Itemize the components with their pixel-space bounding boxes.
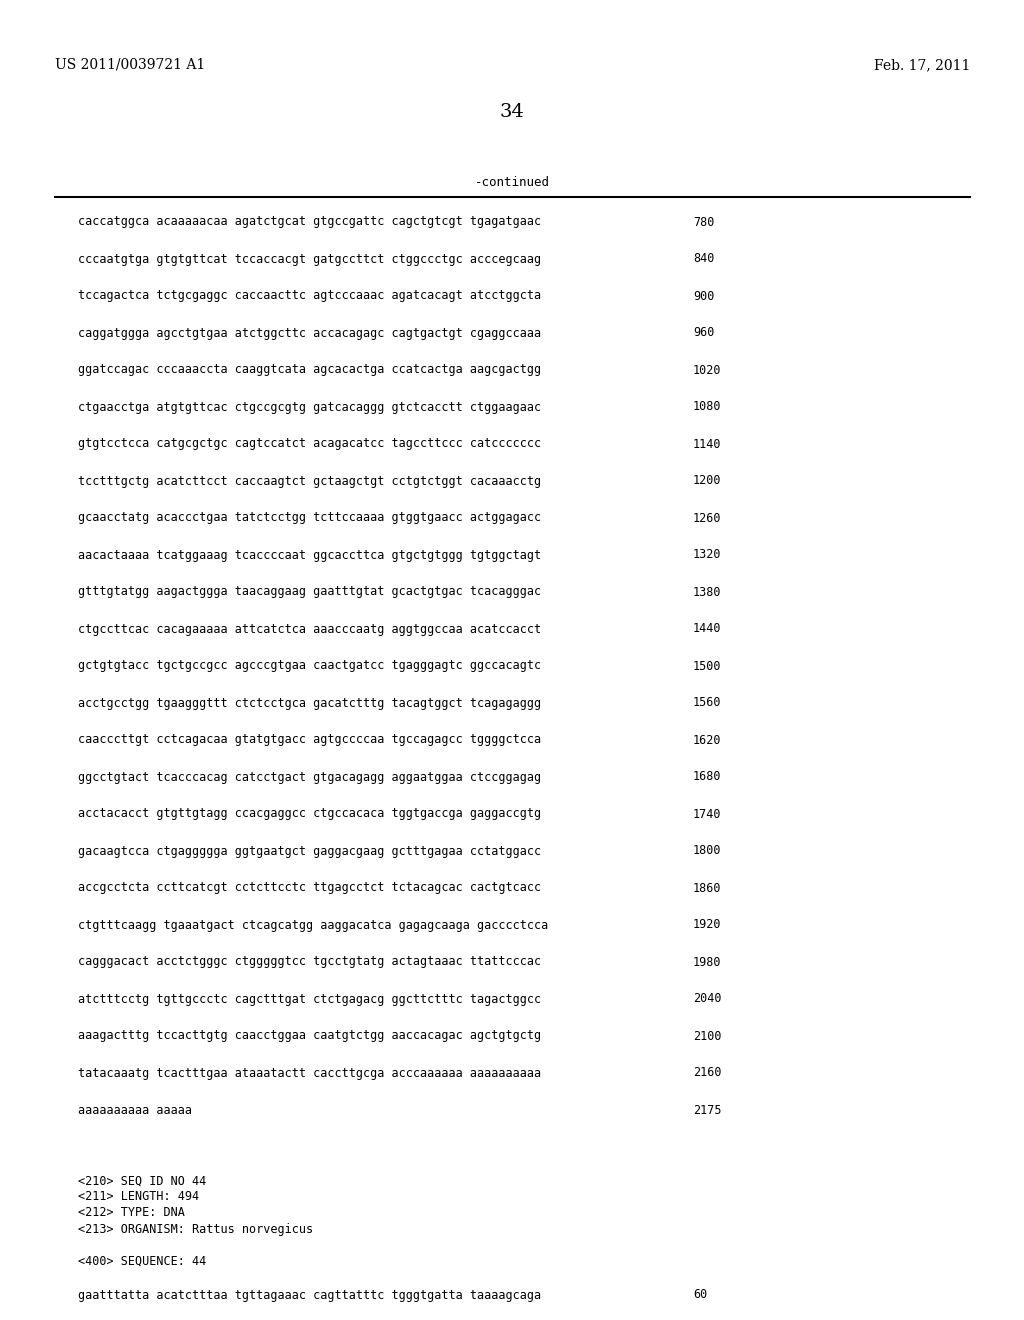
Text: 840: 840	[693, 252, 715, 265]
Text: Feb. 17, 2011: Feb. 17, 2011	[873, 58, 970, 73]
Text: 780: 780	[693, 215, 715, 228]
Text: ctgaacctga atgtgttcac ctgccgcgtg gatcacaggg gtctcacctt ctggaagaac: ctgaacctga atgtgttcac ctgccgcgtg gatcaca…	[78, 400, 541, 413]
Text: 1260: 1260	[693, 511, 722, 524]
Text: 2175: 2175	[693, 1104, 722, 1117]
Text: accgcctcta ccttcatcgt cctcttcctc ttgagcctct tctacagcac cactgtcacc: accgcctcta ccttcatcgt cctcttcctc ttgagcc…	[78, 882, 541, 895]
Text: 1560: 1560	[693, 697, 722, 710]
Text: acctacacct gtgttgtagg ccacgaggcc ctgccacaca tggtgaccga gaggaccgtg: acctacacct gtgttgtagg ccacgaggcc ctgccac…	[78, 808, 541, 821]
Text: 1380: 1380	[693, 586, 722, 598]
Text: caccatggca acaaaaacaa agatctgcat gtgccgattc cagctgtcgt tgagatgaac: caccatggca acaaaaacaa agatctgcat gtgccga…	[78, 215, 541, 228]
Text: 1740: 1740	[693, 808, 722, 821]
Text: 2100: 2100	[693, 1030, 722, 1043]
Text: atctttcctg tgttgccctc cagctttgat ctctgagacg ggcttctttc tagactggcc: atctttcctg tgttgccctc cagctttgat ctctgag…	[78, 993, 541, 1006]
Text: US 2011/0039721 A1: US 2011/0039721 A1	[55, 58, 205, 73]
Text: <213> ORGANISM: Rattus norvegicus: <213> ORGANISM: Rattus norvegicus	[78, 1222, 313, 1236]
Text: 2160: 2160	[693, 1067, 722, 1080]
Text: 1500: 1500	[693, 660, 722, 672]
Text: gtttgtatgg aagactggga taacaggaag gaatttgtat gcactgtgac tcacagggac: gtttgtatgg aagactggga taacaggaag gaatttg…	[78, 586, 541, 598]
Text: 1800: 1800	[693, 845, 722, 858]
Text: 900: 900	[693, 289, 715, 302]
Text: -continued: -continued	[474, 177, 550, 190]
Text: 1620: 1620	[693, 734, 722, 747]
Text: aaaaaaaaaa aaaaa: aaaaaaaaaa aaaaa	[78, 1104, 193, 1117]
Text: 60: 60	[693, 1288, 708, 1302]
Text: ctgtttcaagg tgaaatgact ctcagcatgg aaggacatca gagagcaaga gacccctcca: ctgtttcaagg tgaaatgact ctcagcatgg aaggac…	[78, 919, 548, 932]
Text: aaagactttg tccacttgtg caacctggaa caatgtctgg aaccacagac agctgtgctg: aaagactttg tccacttgtg caacctggaa caatgtc…	[78, 1030, 541, 1043]
Text: 1080: 1080	[693, 400, 722, 413]
Text: gctgtgtacc tgctgccgcc agcccgtgaa caactgatcc tgagggagtc ggccacagtc: gctgtgtacc tgctgccgcc agcccgtgaa caactga…	[78, 660, 541, 672]
Text: 1980: 1980	[693, 956, 722, 969]
Text: 1920: 1920	[693, 919, 722, 932]
Text: ggatccagac cccaaaccta caaggtcata agcacactga ccatcactga aagcgactgg: ggatccagac cccaaaccta caaggtcata agcacac…	[78, 363, 541, 376]
Text: ggcctgtact tcacccacag catcctgact gtgacagagg aggaatggaa ctccggagag: ggcctgtact tcacccacag catcctgact gtgacag…	[78, 771, 541, 784]
Text: 1200: 1200	[693, 474, 722, 487]
Text: aacactaaaa tcatggaaag tcaccccaat ggcaccttca gtgctgtggg tgtggctagt: aacactaaaa tcatggaaag tcaccccaat ggcacct…	[78, 549, 541, 561]
Text: 1680: 1680	[693, 771, 722, 784]
Text: gacaagtcca ctgaggggga ggtgaatgct gaggacgaag gctttgagaa cctatggacc: gacaagtcca ctgaggggga ggtgaatgct gaggacg…	[78, 845, 541, 858]
Text: gaatttatta acatctttaa tgttagaaac cagttatttc tgggtgatta taaaagcaga: gaatttatta acatctttaa tgttagaaac cagttat…	[78, 1288, 541, 1302]
Text: caggatggga agcctgtgaa atctggcttc accacagagc cagtgactgt cgaggccaaa: caggatggga agcctgtgaa atctggcttc accacag…	[78, 326, 541, 339]
Text: 1020: 1020	[693, 363, 722, 376]
Text: 1320: 1320	[693, 549, 722, 561]
Text: 960: 960	[693, 326, 715, 339]
Text: 1140: 1140	[693, 437, 722, 450]
Text: caacccttgt cctcagacaa gtatgtgacc agtgccccaa tgccagagcc tggggctcca: caacccttgt cctcagacaa gtatgtgacc agtgccc…	[78, 734, 541, 747]
Text: gcaacctatg acaccctgaa tatctcctgg tcttccaaaa gtggtgaacc actggagacc: gcaacctatg acaccctgaa tatctcctgg tcttcca…	[78, 511, 541, 524]
Text: ctgccttcac cacagaaaaa attcatctca aaacccaatg aggtggccaa acatccacct: ctgccttcac cacagaaaaa attcatctca aaaccca…	[78, 623, 541, 635]
Text: cccaatgtga gtgtgttcat tccaccacgt gatgccttct ctggccctgc acccegcaag: cccaatgtga gtgtgttcat tccaccacgt gatgcct…	[78, 252, 541, 265]
Text: gtgtcctcca catgcgctgc cagtccatct acagacatcc tagccttccc catccccccc: gtgtcctcca catgcgctgc cagtccatct acagaca…	[78, 437, 541, 450]
Text: 1860: 1860	[693, 882, 722, 895]
Text: <400> SEQUENCE: 44: <400> SEQUENCE: 44	[78, 1254, 206, 1267]
Text: tcctttgctg acatcttcct caccaagtct gctaagctgt cctgtctggt cacaaacctg: tcctttgctg acatcttcct caccaagtct gctaagc…	[78, 474, 541, 487]
Text: tccagactca tctgcgaggc caccaacttc agtcccaaac agatcacagt atcctggcta: tccagactca tctgcgaggc caccaacttc agtccca…	[78, 289, 541, 302]
Text: 1440: 1440	[693, 623, 722, 635]
Text: acctgcctgg tgaagggttt ctctcctgca gacatctttg tacagtggct tcagagaggg: acctgcctgg tgaagggttt ctctcctgca gacatct…	[78, 697, 541, 710]
Text: cagggacact acctctgggc ctgggggtcc tgcctgtatg actagtaaac ttattcccac: cagggacact acctctgggc ctgggggtcc tgcctgt…	[78, 956, 541, 969]
Text: <212> TYPE: DNA: <212> TYPE: DNA	[78, 1206, 185, 1220]
Text: 2040: 2040	[693, 993, 722, 1006]
Text: tatacaaatg tcactttgaa ataaatactt caccttgcga acccaaaaaa aaaaaaaaaa: tatacaaatg tcactttgaa ataaatactt caccttg…	[78, 1067, 541, 1080]
Text: 34: 34	[500, 103, 524, 121]
Text: <211> LENGTH: 494: <211> LENGTH: 494	[78, 1191, 199, 1204]
Text: <210> SEQ ID NO 44: <210> SEQ ID NO 44	[78, 1175, 206, 1188]
